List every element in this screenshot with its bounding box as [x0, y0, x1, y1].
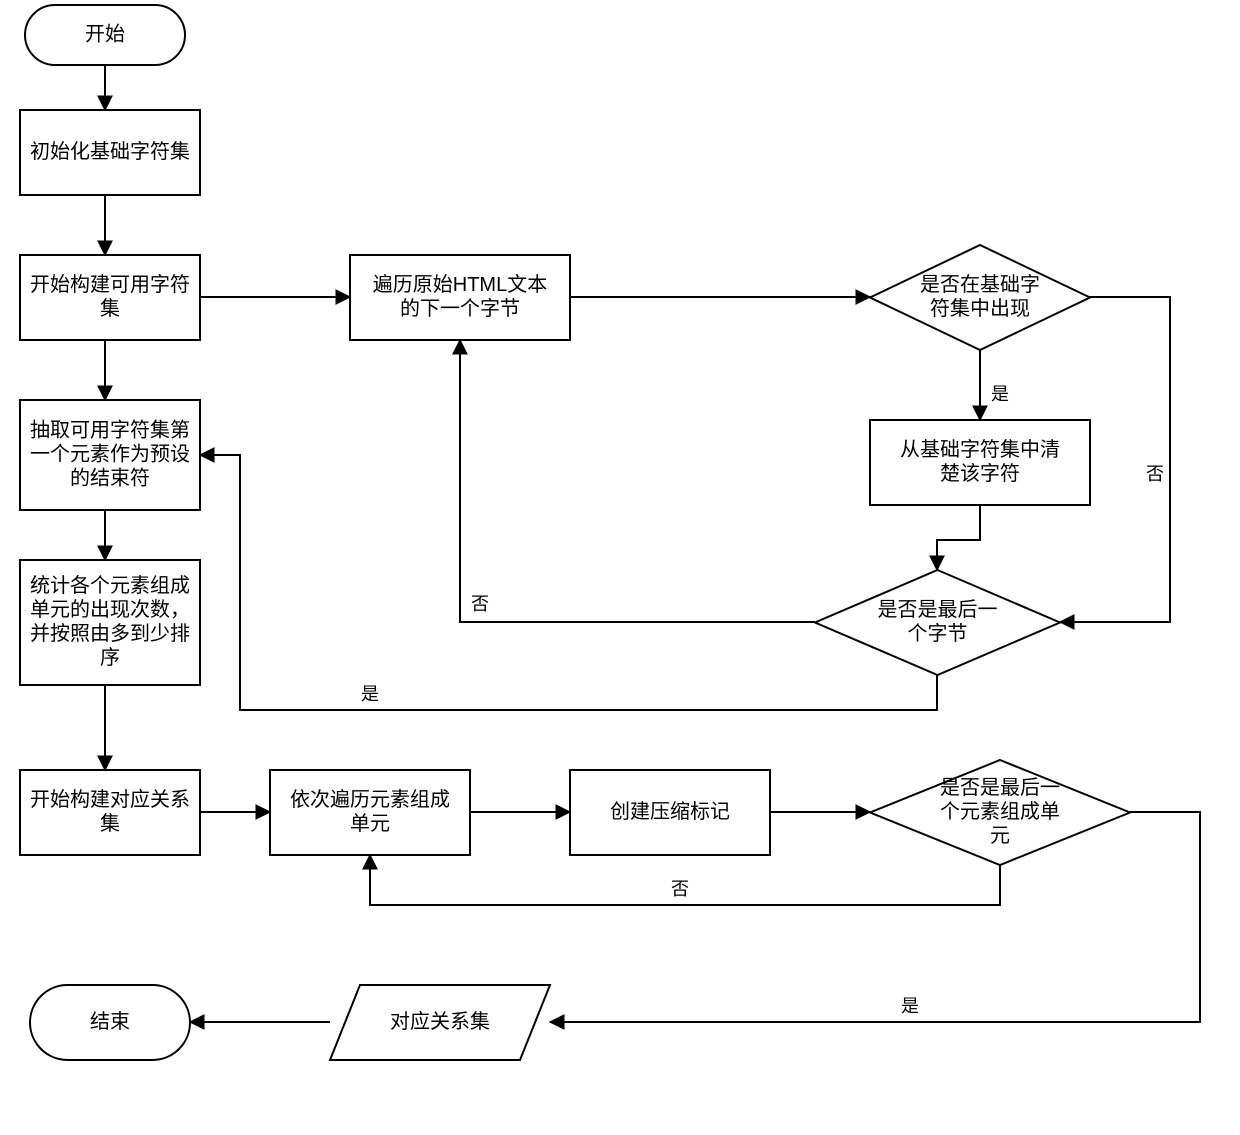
edge-label-e16: 否 [671, 879, 689, 899]
edge-label-e5: 是 [991, 384, 1009, 404]
edge-label-e17: 是 [901, 996, 919, 1016]
node-lastUnit-label-1: 个元素组成单 [940, 800, 1060, 823]
node-buildRel-label-0: 开始构建对应关系 [30, 788, 190, 811]
node-relSet-label-0: 对应关系集 [390, 1010, 490, 1033]
node-traverse-label-1: 的下一个字节 [400, 297, 520, 320]
node-end: 结束 [30, 985, 190, 1060]
node-init-label-0: 初始化基础字符集 [30, 140, 190, 163]
node-lastUnit: 是否是最后一个元素组成单元 [870, 760, 1130, 865]
edge-e9 [200, 455, 937, 710]
node-start-label-0: 开始 [85, 22, 125, 45]
node-extract-label-0: 抽取可用字符集第 [30, 418, 190, 441]
edge-e7 [937, 505, 980, 570]
node-build-label-1: 集 [100, 297, 120, 320]
node-inBase-label-1: 符集中出现 [930, 297, 1030, 320]
edges: 是否否是否是 [105, 65, 1200, 1022]
node-relSet: 对应关系集 [330, 985, 550, 1060]
node-extract: 抽取可用字符集第一个元素作为预设的结束符 [20, 400, 200, 510]
node-build: 开始构建可用字符集 [20, 255, 200, 340]
node-extract-label-2: 的结束符 [70, 466, 150, 489]
node-lastByte: 是否是最后一个字节 [815, 570, 1060, 675]
node-count-label-1: 单元的出现次数， [30, 598, 190, 621]
node-end-label-0: 结束 [90, 1010, 130, 1033]
node-mark: 创建压缩标记 [570, 770, 770, 855]
node-lastByte-label-1: 个字节 [908, 622, 968, 645]
node-count-label-3: 序 [100, 646, 120, 669]
node-lastByte-label-0: 是否是最后一 [878, 598, 998, 621]
node-traverse: 遍历原始HTML文本的下一个字节 [350, 255, 570, 340]
node-lastUnit-label-2: 元 [990, 825, 1010, 847]
node-build-label-0: 开始构建可用字符 [30, 273, 190, 296]
node-init: 初始化基础字符集 [20, 110, 200, 195]
node-iterate: 依次遍历元素组成单元 [270, 770, 470, 855]
node-remove-label-0: 从基础字符集中清 [900, 438, 1060, 461]
node-buildRel-label-1: 集 [100, 812, 120, 835]
node-extract-label-1: 一个元素作为预设 [30, 442, 190, 465]
node-lastUnit-label-0: 是否是最后一 [940, 776, 1060, 799]
edge-e8 [460, 340, 815, 622]
node-count-label-0: 统计各个元素组成 [30, 574, 190, 597]
node-count-label-2: 并按照由多到少排 [30, 622, 190, 645]
node-mark-label-0: 创建压缩标记 [610, 800, 730, 823]
node-remove: 从基础字符集中清楚该字符 [870, 420, 1090, 505]
node-start: 开始 [25, 5, 185, 65]
node-traverse-label-0: 遍历原始HTML文本 [373, 273, 547, 296]
node-buildRel: 开始构建对应关系集 [20, 770, 200, 855]
node-inBase-label-0: 是否在基础字 [920, 273, 1040, 296]
node-remove-label-1: 楚该字符 [940, 462, 1020, 485]
edge-label-e9: 是 [361, 684, 379, 704]
nodes: 开始初始化基础字符集开始构建可用字符集遍历原始HTML文本的下一个字节是否在基础… [20, 5, 1130, 1060]
node-inBase: 是否在基础字符集中出现 [870, 245, 1090, 350]
edge-label-e8: 否 [471, 594, 489, 614]
node-count: 统计各个元素组成单元的出现次数，并按照由多到少排序 [20, 560, 200, 685]
edge-label-e6: 否 [1146, 464, 1164, 484]
node-iterate-label-0: 依次遍历元素组成 [290, 788, 450, 811]
node-iterate-label-1: 单元 [350, 812, 390, 835]
